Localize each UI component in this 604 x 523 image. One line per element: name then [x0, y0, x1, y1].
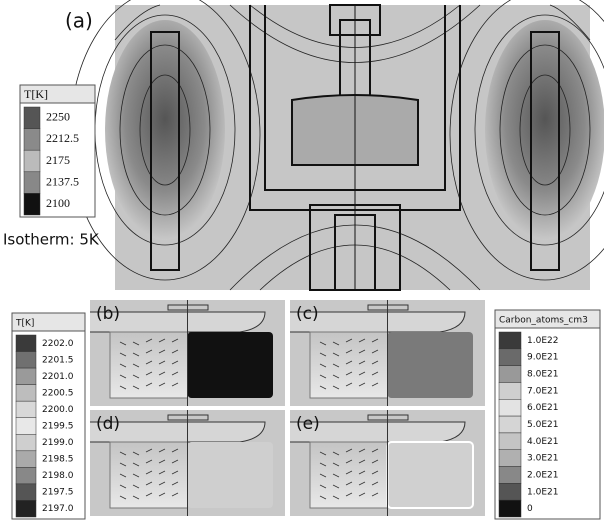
legend-tick: 2199.5 — [42, 422, 74, 432]
legend-swatch — [16, 500, 36, 517]
legend-swatch — [499, 349, 521, 366]
legend-tick: 8.0E21 — [527, 370, 558, 380]
legend-tick: 2212.5 — [46, 131, 79, 145]
simulation-image-a — [70, 0, 604, 290]
legend-swatch — [499, 366, 521, 383]
concentration-field — [188, 332, 274, 398]
legend-swatch — [499, 332, 521, 349]
legend-swatch — [24, 129, 40, 151]
legend-tick: 2100 — [46, 196, 70, 210]
legend-tick: 2200.0 — [42, 405, 74, 415]
legend-tick: 3.0E21 — [527, 454, 558, 464]
legend-tick: 2250 — [46, 110, 70, 124]
legend-swatch — [16, 368, 36, 385]
legend-swatch — [499, 399, 521, 416]
simulation-panel: (e) — [290, 410, 485, 516]
legend-swatch — [499, 450, 521, 467]
legend-tick: 0 — [527, 504, 533, 514]
legend-tick: 9.0E21 — [527, 353, 558, 363]
legend-tick: 1.0E22 — [527, 336, 558, 346]
concentration-field — [188, 442, 274, 508]
legend-swatch — [16, 451, 36, 468]
legend-tick: 2199.0 — [42, 438, 74, 448]
legend-swatch — [16, 484, 36, 501]
legend-swatch — [499, 433, 521, 450]
legend-tick: 2201.0 — [42, 372, 74, 382]
legend-title: T[K] — [24, 87, 48, 101]
isotherm-note: Isotherm: 5K — [3, 231, 100, 249]
legend-tick: 2197.0 — [42, 504, 74, 514]
legend-tick: 2197.5 — [42, 488, 74, 498]
legend-swatch — [499, 483, 521, 500]
legend-swatch — [24, 150, 40, 172]
legend-swatch — [499, 382, 521, 399]
figure: (a) T[K] 2250 2212.5 2175 2137.5 2100 Isother… — [0, 0, 604, 523]
legend-swatch — [16, 385, 36, 402]
legend-swatch — [16, 335, 36, 352]
simulation-panel: (b) — [90, 300, 285, 406]
legend-swatch — [24, 107, 40, 129]
legend-tick: 6.0E21 — [527, 403, 558, 413]
legend-tick: 2198.0 — [42, 471, 74, 481]
legend-swatch — [24, 193, 40, 215]
legend-title: T[K] — [15, 319, 34, 329]
legend-tick: 7.0E21 — [527, 386, 558, 396]
legend-swatch — [16, 434, 36, 451]
legend-tick: 2201.5 — [42, 355, 74, 365]
legend-swatch — [499, 467, 521, 484]
legend-swatch — [499, 416, 521, 433]
legend-tick: 2198.5 — [42, 455, 74, 465]
concentration-field — [388, 332, 474, 398]
panel-label: (a) — [65, 9, 93, 33]
legend-tick: 2202.0 — [42, 339, 74, 349]
legend-swatch — [16, 418, 36, 435]
legend-swatch — [16, 352, 36, 369]
simulation-panel: (d) — [90, 410, 285, 516]
concentration-field — [388, 442, 474, 508]
legend-swatch — [24, 172, 40, 194]
legend-tick: 4.0E21 — [527, 437, 558, 447]
panel-label: (b) — [96, 304, 120, 324]
panel-label: (d) — [96, 414, 120, 434]
panel-label: (c) — [296, 304, 319, 324]
legend-tick: 5.0E21 — [527, 420, 558, 430]
simulation-panel: (c) — [290, 300, 485, 406]
legend-tick: 2.0E21 — [527, 470, 558, 480]
legend-tick: 2137.5 — [46, 174, 79, 188]
legend-swatch — [16, 467, 36, 484]
legend-tick: 2175 — [46, 153, 70, 167]
legend-tick: 2200.5 — [42, 388, 74, 398]
panel-label: (e) — [296, 414, 320, 434]
legend-title: Carbon_atoms_cm3 — [499, 316, 588, 326]
legend-swatch — [499, 500, 521, 517]
legend-swatch — [16, 401, 36, 418]
legend-tick: 1.0E21 — [527, 487, 558, 497]
